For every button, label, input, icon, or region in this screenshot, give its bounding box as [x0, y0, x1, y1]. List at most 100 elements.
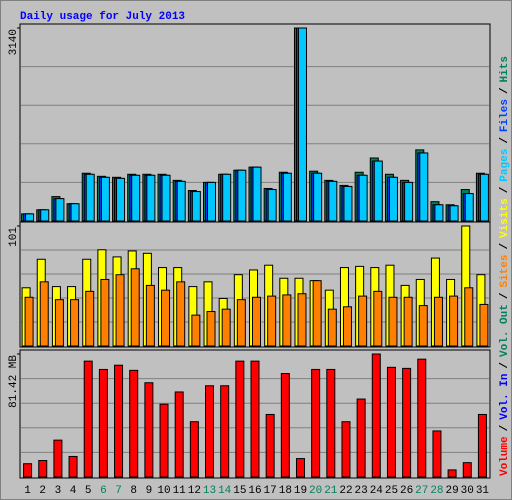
x-tick-label: 11 [173, 485, 187, 497]
bar [176, 281, 186, 347]
bar [341, 421, 351, 478]
x-tick-label: 21 [324, 485, 338, 497]
bar [267, 189, 277, 222]
x-tick-label: 14 [218, 485, 232, 497]
x-tick-label: 8 [130, 485, 137, 497]
bar [70, 203, 80, 222]
x-tick-label: 25 [385, 485, 398, 497]
bar [189, 421, 199, 478]
bar [417, 358, 427, 478]
bar [342, 306, 352, 347]
x-tick-label: 15 [233, 485, 246, 497]
bar [419, 152, 429, 222]
legend-entry: Vol. In [499, 374, 511, 420]
bar [252, 296, 261, 347]
bar [100, 278, 110, 347]
x-tick-label: 1 [24, 485, 31, 497]
legend-separator: / [499, 87, 511, 94]
bar [282, 294, 292, 347]
bar [434, 204, 444, 222]
bar [343, 185, 353, 222]
legend-entry: Sites [499, 255, 511, 288]
bar [131, 174, 141, 222]
x-tick-label: 20 [309, 485, 322, 497]
bar [297, 293, 307, 347]
bar [252, 166, 262, 222]
bar [327, 308, 337, 347]
bar [39, 281, 49, 347]
x-tick-label: 28 [430, 485, 443, 497]
bar [418, 305, 428, 347]
x-tick-label: 10 [157, 485, 170, 497]
bar [404, 181, 414, 222]
bar [116, 177, 126, 222]
bar [402, 367, 412, 478]
bar [432, 430, 442, 478]
bar [221, 308, 231, 347]
bar [207, 181, 217, 222]
bar [205, 385, 215, 478]
bar [388, 176, 398, 222]
x-tick-label: 19 [294, 485, 307, 497]
x-tick-label: 17 [264, 485, 277, 497]
bar [236, 299, 246, 347]
x-tick-label: 27 [415, 485, 428, 497]
bar [267, 295, 277, 347]
legend-separator: / [499, 137, 511, 144]
bar [40, 209, 50, 222]
bar [100, 176, 110, 222]
bar [358, 174, 368, 222]
x-tick-label: 6 [100, 485, 107, 497]
bar [464, 287, 474, 347]
bar [146, 174, 156, 222]
bar [328, 180, 338, 222]
bar [23, 463, 33, 478]
bar [358, 295, 368, 347]
bar [373, 160, 383, 222]
bar [53, 439, 63, 478]
legend-entry: Files [499, 99, 511, 132]
legend-separator: / [499, 292, 511, 299]
x-tick-label: 26 [400, 485, 413, 497]
legend: Volume / Vol. In / Vol. Out / Sites / Visits / Pag… [499, 56, 511, 476]
bar [38, 460, 48, 478]
bar [115, 274, 125, 347]
bar [129, 369, 139, 478]
bar [373, 290, 383, 347]
bar [311, 368, 321, 478]
bar [159, 403, 169, 478]
bar [176, 180, 186, 222]
bar [145, 284, 155, 347]
bar [297, 27, 307, 222]
bar [161, 174, 171, 222]
bar [68, 455, 78, 478]
bar [206, 311, 216, 347]
legend-separator: / [499, 243, 511, 250]
bar [54, 299, 64, 347]
x-tick-label: 18 [279, 485, 292, 497]
x-tick-label: 3 [55, 485, 62, 497]
bar [356, 398, 366, 478]
y-tick-label: 3140 [8, 29, 20, 55]
x-tick-label: 30 [461, 485, 474, 497]
x-tick-label: 24 [370, 485, 384, 497]
bar [191, 314, 201, 347]
x-tick-label: 2 [39, 485, 46, 497]
bar [83, 360, 93, 478]
bar [220, 385, 230, 478]
x-tick-label: 16 [248, 485, 261, 497]
bar [174, 391, 184, 478]
x-tick-label: 31 [476, 485, 490, 497]
bar [449, 205, 459, 222]
bar [265, 413, 275, 478]
x-tick-label: 13 [203, 485, 216, 497]
legend-entry: Pages [499, 149, 511, 182]
bar [98, 368, 108, 478]
bar [114, 364, 124, 478]
x-tick-label: 29 [445, 485, 458, 497]
bar [237, 169, 247, 222]
bar [388, 296, 398, 347]
legend-entry: Visits [499, 198, 511, 238]
chart-title: Daily usage for July 2013 [20, 11, 185, 23]
